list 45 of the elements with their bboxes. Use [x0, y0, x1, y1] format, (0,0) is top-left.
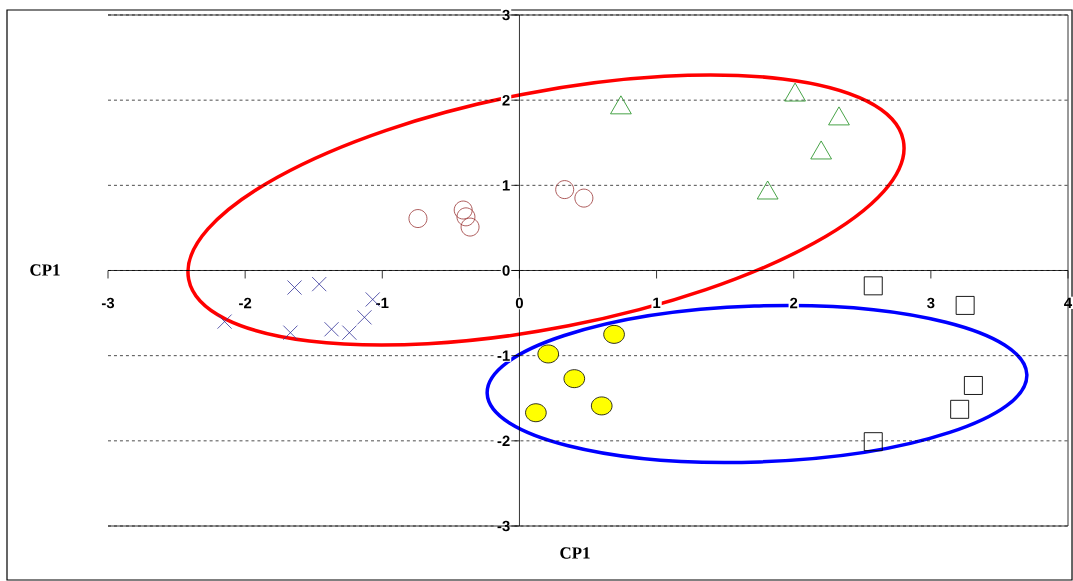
point — [563, 369, 586, 389]
point — [590, 396, 613, 416]
x-tick-label: -3 — [101, 297, 115, 309]
point — [863, 276, 883, 296]
point — [324, 321, 340, 337]
point — [453, 200, 473, 220]
x-tick-label: -2 — [239, 297, 252, 309]
y-tick-label: 3 — [502, 9, 510, 21]
point — [950, 399, 970, 419]
point — [356, 309, 372, 325]
y-tick-label: 2 — [502, 94, 510, 106]
point — [810, 140, 832, 160]
x-tick-label: 4 — [1064, 297, 1073, 308]
x-tick-label: 0 — [515, 297, 523, 309]
point — [828, 106, 850, 126]
x-axis-title: CP1 — [560, 547, 590, 559]
y-axis-title: CP1 — [30, 264, 60, 276]
point — [525, 403, 547, 423]
point — [537, 344, 559, 364]
point — [282, 325, 298, 341]
point — [574, 188, 594, 208]
y-tick-label: 1 — [502, 180, 510, 191]
point — [408, 209, 428, 228]
point — [341, 325, 357, 341]
point — [784, 82, 806, 102]
y-tick-label: -3 — [497, 520, 510, 532]
x-tick-label: -1 — [376, 297, 389, 308]
x-tick-label: 3 — [927, 297, 935, 309]
point — [311, 276, 327, 292]
point — [456, 207, 476, 227]
x-tick-label: 1 — [653, 297, 661, 308]
point — [217, 314, 233, 330]
point — [603, 324, 625, 344]
point — [756, 180, 779, 200]
x-tick-label: 2 — [790, 297, 798, 309]
point — [863, 432, 883, 452]
point — [610, 95, 632, 115]
point — [460, 217, 480, 237]
y-tick-label: -1 — [497, 350, 510, 361]
y-tick-label: 0 — [502, 265, 510, 276]
point — [955, 295, 975, 315]
y-tick-label: -2 — [497, 435, 510, 447]
point — [963, 376, 983, 395]
point — [555, 180, 575, 199]
point — [287, 280, 302, 295]
